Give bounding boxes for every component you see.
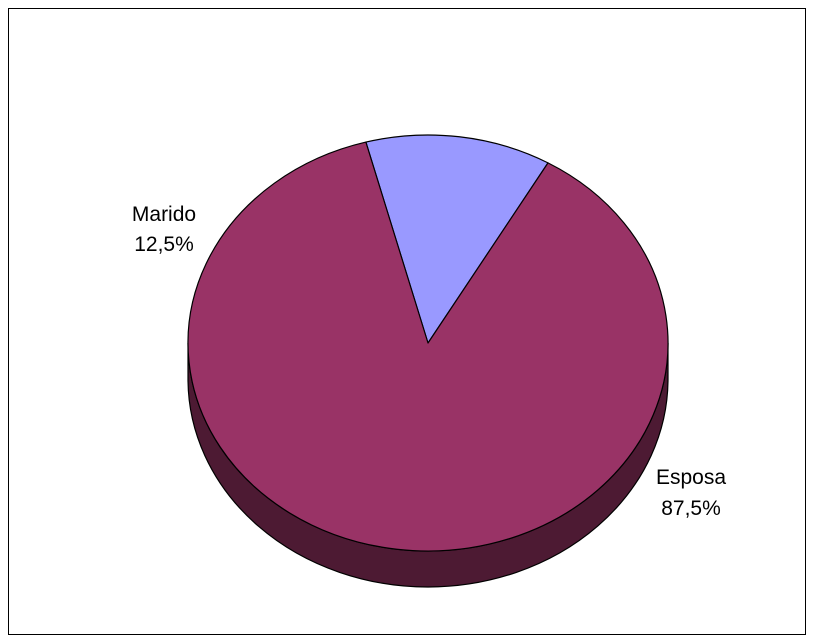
slice-value-marido: 12,5% (134, 233, 194, 256)
slice-label-marido: Marido (132, 203, 196, 226)
slice-marido (365, 134, 549, 344)
slice-value-esposa: 87,5% (661, 497, 721, 520)
slice-label-esposa: Esposa (656, 466, 726, 489)
pie-top-layer (187, 134, 669, 552)
slice-esposa (187, 141, 669, 552)
